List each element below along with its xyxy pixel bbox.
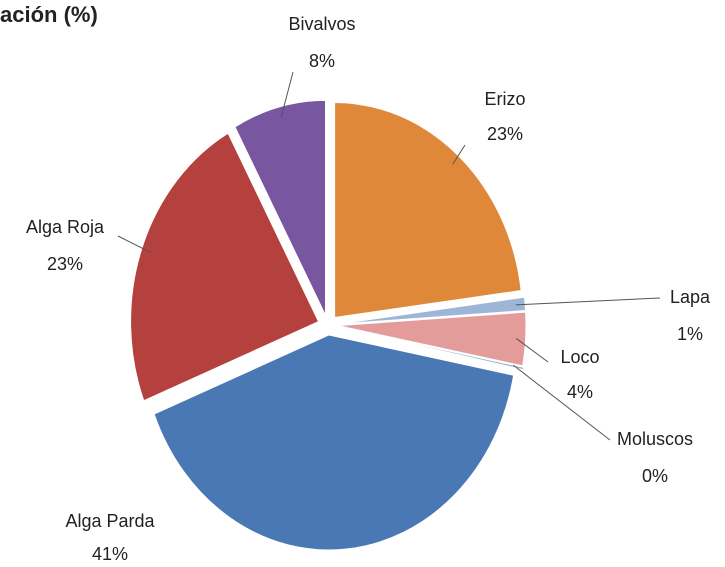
leader-line: [452, 144, 466, 165]
slice-value: 41%: [92, 544, 128, 564]
leader-line: [512, 364, 611, 441]
pie-slice: [337, 311, 527, 367]
slice-value: 23%: [47, 254, 83, 274]
pie-slice: [153, 334, 515, 551]
slice-value: 4%: [567, 382, 593, 402]
chart-title: ación (%): [0, 2, 98, 27]
slice-label: Erizo: [484, 89, 525, 109]
slice-label: Lapa: [670, 287, 711, 307]
pie-slice: [337, 296, 527, 325]
slice-value: 23%: [487, 124, 523, 144]
leader-line: [515, 338, 549, 363]
pie-slice: [334, 101, 522, 319]
pie-slice: [130, 132, 320, 402]
leader-line: [515, 297, 661, 306]
slice-value: 0%: [642, 466, 668, 486]
slice-label: Moluscos: [617, 429, 693, 449]
slice-value: 1%: [677, 324, 703, 344]
slice-value: 8%: [309, 51, 335, 71]
pie-slice: [234, 99, 327, 316]
slice-label: Loco: [560, 347, 599, 367]
leader-line: [280, 71, 294, 118]
leader-line: [117, 235, 151, 253]
slice-label: Bivalvos: [288, 14, 355, 34]
slice-label: Alga Roja: [26, 217, 105, 237]
slice-label: Alga Parda: [65, 511, 155, 531]
pie-slice: [337, 326, 528, 372]
